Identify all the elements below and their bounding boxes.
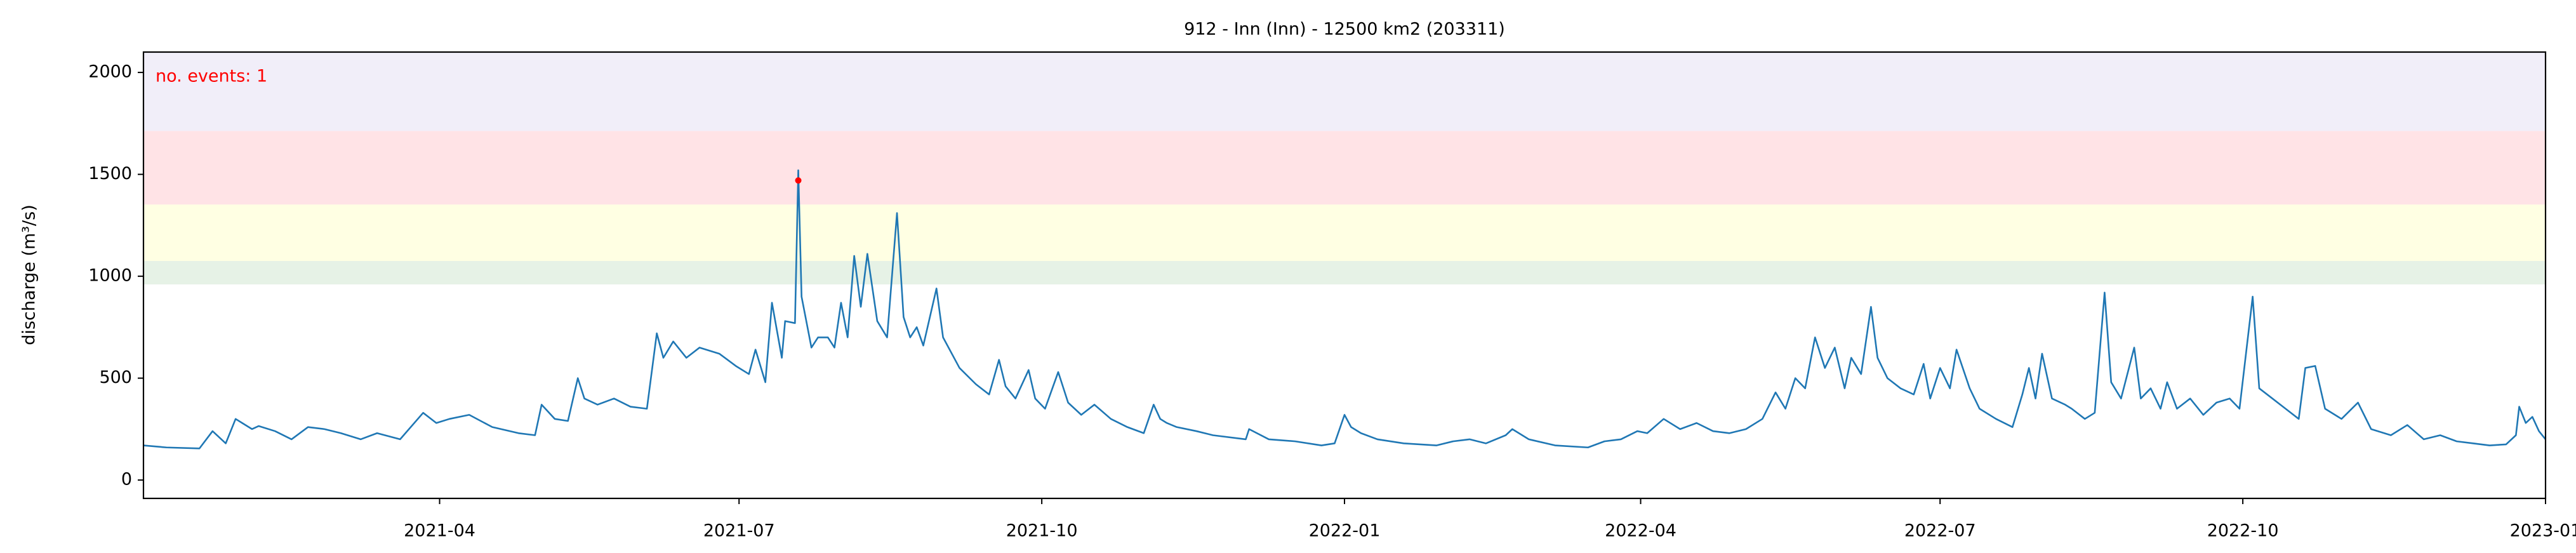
threshold-band (143, 204, 2546, 262)
threshold-band (143, 52, 2546, 131)
x-tick-label: 2021-04 (404, 521, 475, 541)
plot-area (143, 52, 2546, 450)
y-tick-label: 0 (121, 470, 132, 490)
x-tick-label: 2021-07 (703, 521, 775, 541)
y-tick-label: 1000 (88, 266, 132, 286)
events-annotation: no. events: 1 (156, 67, 267, 86)
x-tick-label: 2022-04 (1605, 521, 1676, 541)
event-marker (795, 177, 802, 184)
threshold-band (143, 131, 2546, 205)
y-tick-label: 500 (99, 368, 132, 387)
x-tick-label: 2022-01 (1309, 521, 1381, 541)
x-tick-label: 2022-07 (1904, 521, 1976, 541)
threshold-band (143, 261, 2546, 284)
x-tick-label: 2021-10 (1006, 521, 1078, 541)
y-axis-label: discharge (m³/s) (20, 204, 39, 345)
x-tick-label: 2022-10 (2207, 521, 2279, 541)
y-tick-label: 2000 (88, 62, 132, 82)
chart-title: 912 - Inn (Inn) - 12500 km2 (203311) (1184, 20, 1505, 39)
discharge-line (143, 169, 2546, 450)
x-tick-label: 2023-01 (2510, 521, 2576, 541)
y-tick-label: 1500 (88, 164, 132, 183)
